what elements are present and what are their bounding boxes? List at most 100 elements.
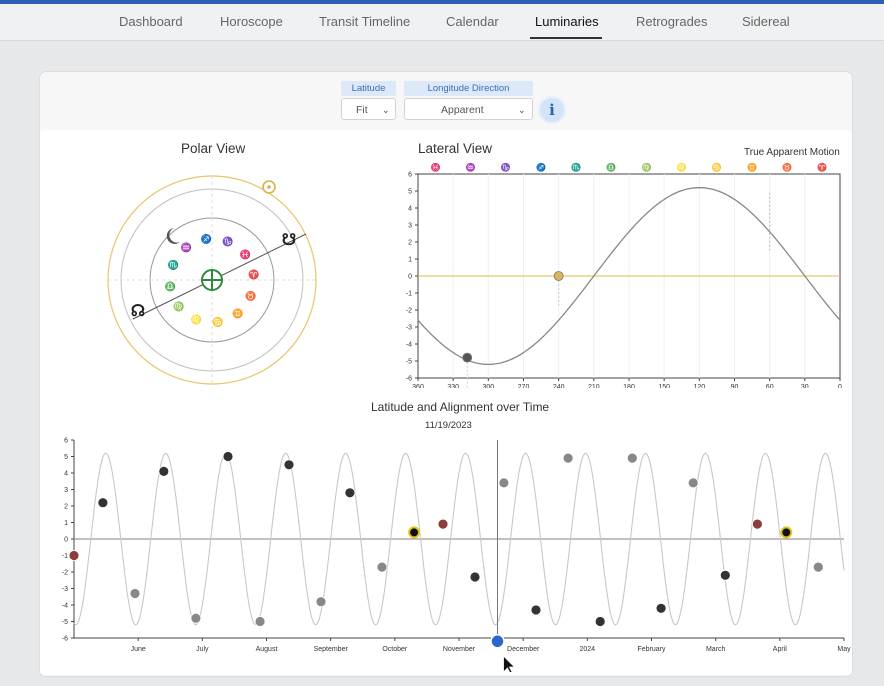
lateral-x-tick-label: 240 [553, 384, 565, 388]
timeline-y-tick-label: -1 [62, 553, 68, 560]
timeline-moon-marker[interactable] [594, 616, 606, 627]
info-icon: i [549, 101, 555, 119]
tab-luminaries[interactable]: Luminaries [535, 14, 599, 29]
timeline-y-tick-label: -6 [62, 636, 68, 643]
lateral-x-tick-label: 90 [731, 384, 739, 388]
mouse-cursor-icon [503, 655, 516, 672]
timeline-moon-marker[interactable] [469, 571, 481, 583]
lateral-x-tick-label: 210 [588, 384, 600, 388]
timeline-month-label: December [507, 646, 540, 653]
timeline-title: Latitude and Alignment over Time [371, 400, 550, 414]
lateral-y-tick-label: 3 [408, 223, 412, 230]
timeline-moon-marker[interactable] [498, 477, 510, 489]
tab-retrogrades[interactable]: Retrogrades [636, 14, 708, 29]
timeline-moon-marker[interactable] [254, 616, 266, 627]
timeline-month-label: September [314, 646, 349, 653]
polar-zodiac-glyph: ♓ [239, 249, 250, 260]
timeline-month-label: November [443, 646, 476, 653]
top-navigation: Dashboard Horoscope Transit Timeline Cal… [0, 4, 884, 41]
lateral-y-tick-label: -5 [406, 359, 412, 366]
timeline-chart: 6 5 4 3 2 1 0 -1 -2 -3 -4 -5 -6 June July August Septemb… [62, 438, 851, 672]
tab-transit-timeline[interactable]: Transit Timeline [319, 14, 411, 29]
lateral-y-tick-label: 5 [408, 189, 412, 196]
latitude-label: Latitude [341, 81, 396, 96]
polar-zodiac-glyph: ♋ [212, 316, 223, 327]
timeline-moon-marker[interactable] [408, 526, 421, 539]
timeline-moon-marker[interactable] [376, 561, 388, 573]
sun-icon-dot [267, 185, 271, 189]
lateral-x-tick-label: 0 [838, 384, 842, 388]
timeline-moon-marker[interactable] [687, 477, 699, 489]
lateral-x-tick-label: 330 [447, 384, 459, 388]
lateral-view-title: Lateral View [418, 141, 493, 156]
lateral-zodiac-glyph: ♐ [536, 162, 546, 172]
timeline-moon-marker[interactable] [562, 452, 574, 464]
lateral-y-tick-label: -6 [406, 376, 412, 383]
timeline-moon-marker[interactable] [129, 588, 141, 599]
lateral-marker[interactable] [553, 271, 564, 281]
timeline-moon-marker[interactable] [812, 561, 824, 573]
lateral-x-tick-label: 30 [801, 384, 809, 388]
lateral-x-tick-label: 120 [693, 384, 705, 388]
timeline-y-tick-label: -2 [62, 570, 68, 577]
timeline-moon-marker[interactable] [719, 569, 731, 581]
timeline-y-tick-label: 3 [64, 487, 68, 494]
lateral-y-tick-label: 2 [408, 240, 412, 247]
timeline-moon-marker[interactable] [437, 518, 449, 530]
lateral-zodiac-glyph: ♉ [782, 162, 792, 172]
north-node-icon: ☊ [131, 303, 145, 320]
timeline-moon-marker[interactable] [530, 604, 542, 616]
timeline-moon-marker[interactable] [97, 497, 109, 509]
latitude-select[interactable]: Fit ⌄ [341, 98, 396, 120]
polar-view-title: Polar View [181, 141, 246, 156]
lateral-zodiac-glyph: ♏ [571, 162, 581, 172]
timeline-moon-marker[interactable] [344, 487, 356, 499]
timeline-moon-marker[interactable] [222, 451, 234, 462]
polar-zodiac-glyph: ♐ [201, 233, 212, 244]
lateral-zodiac-glyph: ♈ [817, 162, 827, 172]
tab-horoscope[interactable]: Horoscope [220, 14, 283, 29]
timeline-moon-marker[interactable] [752, 518, 763, 530]
longitude-direction-value: Apparent [441, 104, 484, 116]
timeline-moon-marker[interactable] [68, 550, 80, 561]
timeline-moon-marker[interactable] [626, 452, 638, 464]
lateral-zodiac-glyph: ♎ [606, 162, 616, 172]
tab-dashboard[interactable]: Dashboard [119, 14, 183, 29]
polar-zodiac-glyph: ♊ [232, 308, 243, 319]
timeline-date: 11/19/2023 [425, 420, 472, 431]
timeline-date-handle[interactable] [490, 634, 505, 649]
timeline-month-label: July [196, 646, 209, 653]
lateral-zodiac-glyph: ♌ [677, 162, 687, 172]
lateral-x-tick-label: 300 [482, 384, 494, 388]
timeline-month-label: May [837, 646, 851, 653]
polar-zodiac-glyph: ♍ [173, 300, 184, 311]
timeline-month-label: March [706, 646, 726, 653]
polar-zodiac-glyph: ♑ [222, 236, 233, 247]
lateral-x-tick-label: 270 [518, 384, 530, 388]
polar-zodiac-glyph: ♒ [180, 241, 191, 252]
moon-icon [166, 228, 180, 244]
lateral-marker[interactable] [462, 352, 473, 363]
timeline-moon-marker[interactable] [190, 612, 202, 624]
timeline-moon-marker[interactable] [655, 602, 667, 614]
timeline-moon-marker[interactable] [158, 466, 170, 477]
latitude-value: Fit [356, 104, 368, 116]
timeline-y-tick-label: 4 [64, 471, 68, 478]
active-tab-indicator [530, 37, 602, 39]
lateral-x-tick-label: 180 [623, 384, 635, 388]
info-button[interactable]: i [540, 98, 564, 122]
lateral-y-tick-label: 0 [408, 274, 412, 281]
tab-calendar[interactable]: Calendar [446, 14, 499, 29]
timeline-y-tick-label: -3 [62, 586, 68, 593]
timeline-month-label: October [382, 646, 408, 653]
longitude-direction-select[interactable]: Apparent ⌄ [404, 98, 533, 120]
timeline-moon-marker[interactable] [283, 459, 295, 471]
timeline-month-label: June [131, 646, 146, 653]
polar-zodiac-glyph: ♌ [191, 313, 202, 324]
timeline-moon-marker[interactable] [315, 596, 327, 608]
tab-sidereal[interactable]: Sidereal [742, 14, 790, 29]
polar-zodiac-glyph: ♎ [165, 280, 176, 291]
timeline-moon-marker[interactable] [780, 526, 793, 539]
polar-zodiac-glyph: ♈ [248, 269, 259, 280]
